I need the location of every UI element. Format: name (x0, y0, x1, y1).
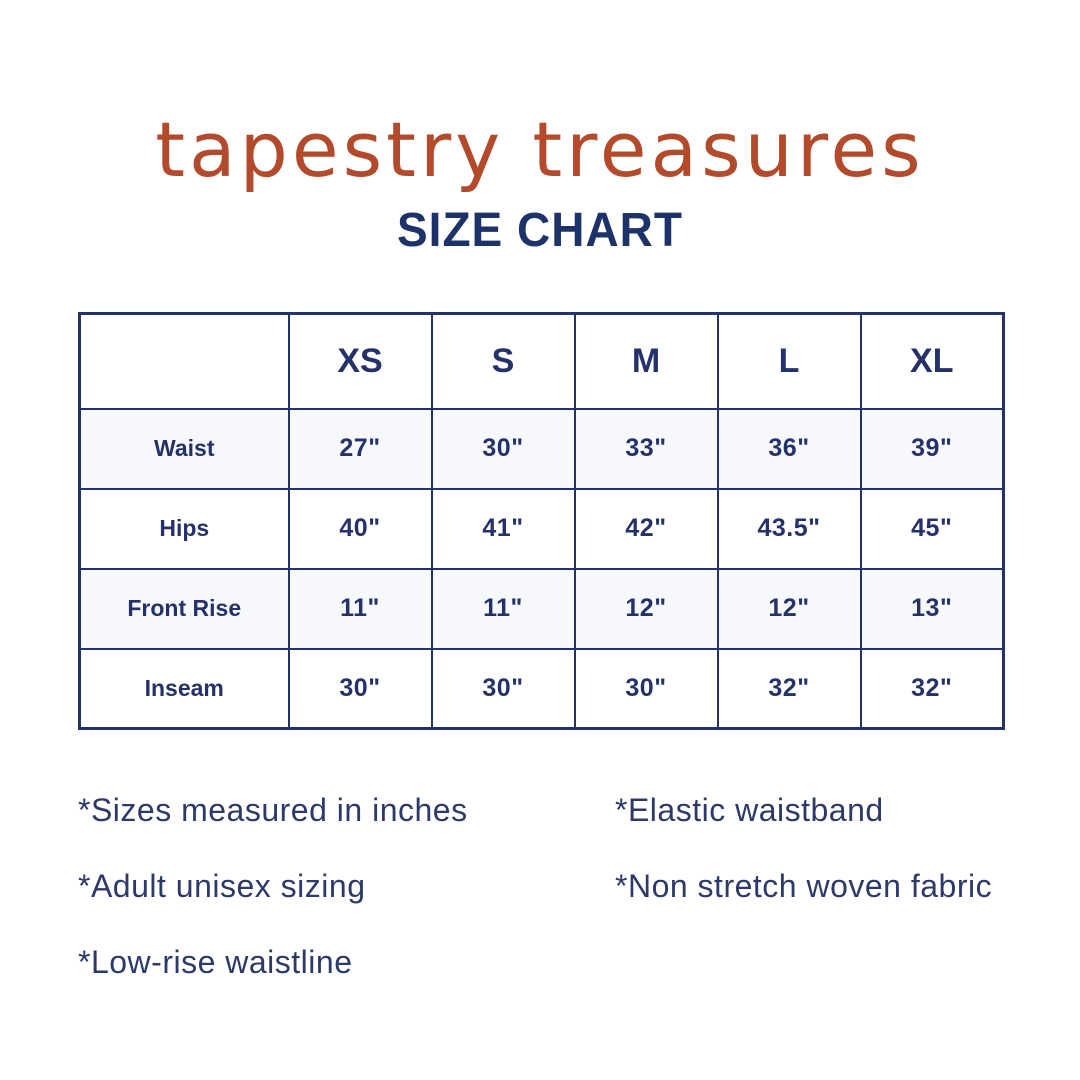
inseam-m: 30" (573, 647, 719, 730)
header-cell-blank (78, 312, 290, 410)
hips-xl: 45" (859, 487, 1005, 570)
footnotes-right-column: *Elastic waistband *Non stretch woven fa… (615, 792, 1040, 1020)
note-sizes-measured: *Sizes measured in inches (78, 792, 468, 828)
brand-title: tapestry treasures (155, 105, 925, 194)
row-label-waist: Waist (78, 407, 290, 490)
front-rise-xs: 11" (287, 567, 433, 650)
row-label-front-rise: Front Rise (78, 567, 290, 650)
front-rise-m: 12" (573, 567, 719, 650)
hips-l: 43.5" (716, 487, 862, 570)
waist-s: 30" (430, 407, 576, 490)
table-row-waist: Waist 27" 30" 33" 36" 39" (78, 407, 1005, 490)
size-chart-table: XS S M L XL Waist 27" 30" 33" 36" 39" Hi… (78, 312, 1005, 730)
footnotes: *Sizes measured in inches *Adult unisex … (0, 792, 1080, 1020)
footnotes-left-column: *Sizes measured in inches *Adult unisex … (78, 792, 615, 1020)
table-row-hips: Hips 40" 41" 42" 43.5" 45" (78, 487, 1005, 570)
note-low-rise: *Low-rise waistline (78, 944, 353, 980)
waist-m: 33" (573, 407, 719, 490)
header-cell-xs: XS (287, 312, 433, 410)
hips-s: 41" (430, 487, 576, 570)
inseam-xs: 30" (287, 647, 433, 730)
waist-xs: 27" (287, 407, 433, 490)
table-row-front-rise: Front Rise 11" 11" 12" 12" 13" (78, 567, 1005, 650)
hips-m: 42" (573, 487, 719, 570)
front-rise-s: 11" (430, 567, 576, 650)
front-rise-xl: 13" (859, 567, 1005, 650)
waist-xl: 39" (859, 407, 1005, 490)
waist-l: 36" (716, 407, 862, 490)
row-label-inseam: Inseam (78, 647, 290, 730)
note-non-stretch: *Non stretch woven fabric (615, 868, 993, 904)
header-cell-s: S (430, 312, 576, 410)
front-rise-l: 12" (716, 567, 862, 650)
table-header-row: XS S M L XL (78, 312, 1005, 410)
size-chart-container: XS S M L XL Waist 27" 30" 33" 36" 39" Hi… (78, 312, 1005, 730)
inseam-s: 30" (430, 647, 576, 730)
note-elastic-waistband: *Elastic waistband (615, 792, 884, 828)
inseam-l: 32" (716, 647, 862, 730)
row-label-hips: Hips (78, 487, 290, 570)
inseam-xl: 32" (859, 647, 1005, 730)
table-row-inseam: Inseam 30" 30" 30" 32" 32" (78, 647, 1005, 730)
page-title: SIZE CHART (397, 201, 683, 257)
header-cell-m: M (573, 312, 719, 410)
header-cell-xl: XL (859, 312, 1005, 410)
note-adult-unisex: *Adult unisex sizing (78, 868, 366, 904)
header-cell-l: L (716, 312, 862, 410)
hips-xs: 40" (287, 487, 433, 570)
